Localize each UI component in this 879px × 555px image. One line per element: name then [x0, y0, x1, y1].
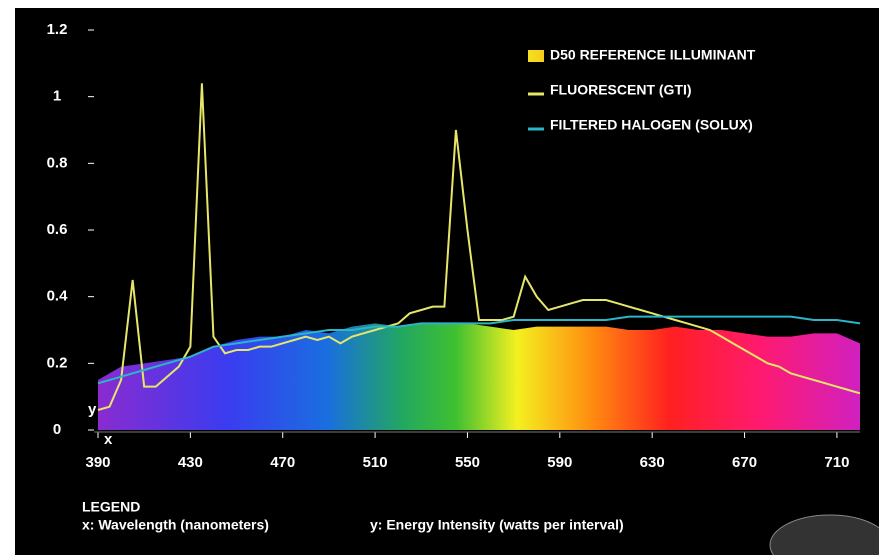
line [97, 83, 861, 411]
y-label: y: Energy Intensity (watts per interval) [370, 517, 624, 533]
x-tick-label: 510 [363, 454, 388, 471]
x-tick-label: 550 [455, 454, 480, 471]
x-tick-label: 590 [547, 454, 572, 471]
x-tick-label: 710 [824, 454, 849, 471]
y-marker: y [88, 401, 97, 418]
plot: 0 0.2 0.4 0.6 0.8 1 1.2 390 430 470 510 550 590 630 67… [47, 21, 861, 471]
x-tick-label: 430 [178, 454, 203, 471]
y-tick-label: 0 [53, 421, 61, 438]
legend-label: FLUORESCENT (GTI) [550, 82, 692, 98]
x-tick-label: 470 [270, 454, 295, 471]
y-tick-label: 1.2 [47, 21, 68, 38]
legend-label: D50 REFERENCE ILLUMINANT [550, 47, 756, 63]
y-tick-label: 0.8 [47, 154, 68, 171]
y-tick-label: 0.2 [47, 354, 68, 371]
lamp-decoration [769, 514, 879, 555]
y-tick-label: 1 [53, 88, 61, 105]
x-tick-label: 390 [85, 454, 110, 471]
legend-label: FILTERED HALOGEN (SOLUX) [550, 117, 753, 133]
x-label: x: Wavelength (nanometers) [82, 517, 269, 533]
x-marker: x [104, 431, 113, 448]
legend-swatch [528, 50, 544, 62]
area [98, 323, 860, 430]
legend-title: LEGEND [82, 499, 140, 515]
line [97, 315, 861, 385]
x-tick-label: 670 [732, 454, 757, 471]
y-tick-label: 0.6 [47, 221, 68, 238]
x-tick-label: 630 [640, 454, 665, 471]
y-tick-label: 0.4 [47, 288, 69, 305]
